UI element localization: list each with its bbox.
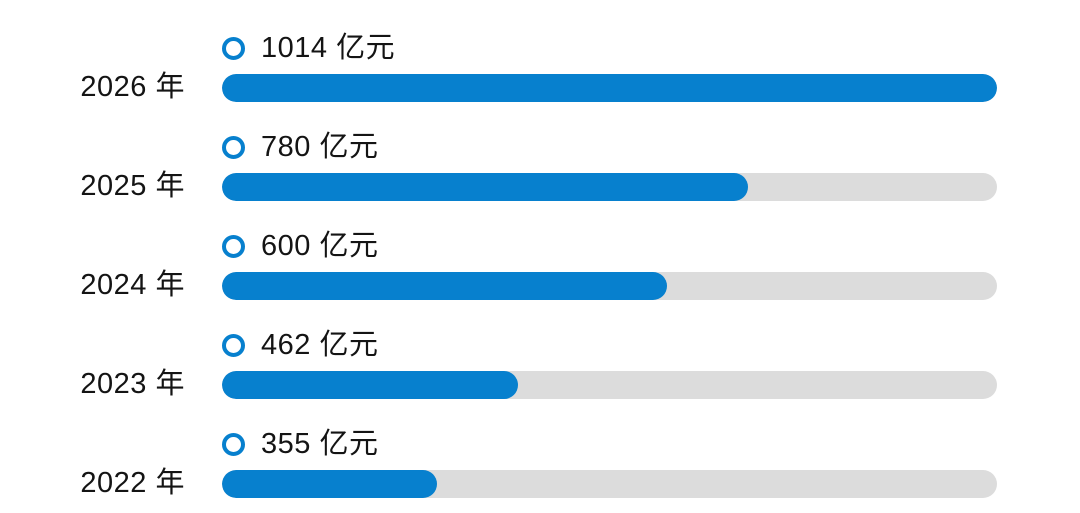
year-label: 2023 年 [80,368,185,400]
value-line: 1014 亿元 [222,34,395,63]
bar-track [222,173,997,201]
bar-area: 355 亿元 [222,430,997,498]
year-label: 2022 年 [80,467,185,499]
value-label: 780 亿元 [261,131,379,163]
bar-track [222,470,997,498]
bar-track [222,272,997,300]
bar-track [222,371,997,399]
bar-fill [222,470,437,498]
chart-row: 2024 年 600 亿元 [0,216,1080,315]
value-line: 600 亿元 [222,232,378,261]
bar-area: 600 亿元 [222,232,997,300]
chart-row: 2025 年 780 亿元 [0,117,1080,216]
ring-icon [222,136,245,159]
value-label: 600 亿元 [261,230,379,262]
bar-area: 462 亿元 [222,331,997,399]
ring-icon [222,37,245,60]
bar-area: 1014 亿元 [222,34,997,102]
value-label: 462 亿元 [261,329,379,361]
chart-row: 2022 年 355 亿元 [0,414,1080,513]
chart-row: 2026 年 1014 亿元 [0,18,1080,117]
ring-icon [222,433,245,456]
year-label: 2024 年 [80,269,185,301]
ring-icon [222,334,245,357]
ring-icon [222,235,245,258]
bar-fill [222,173,749,201]
value-line: 462 亿元 [222,331,378,360]
value-label: 1014 亿元 [261,32,396,64]
year-label: 2026 年 [80,71,185,103]
value-label: 355 亿元 [261,428,379,460]
bar-area: 780 亿元 [222,133,997,201]
bar-fill [222,272,667,300]
bar-fill [222,74,997,102]
chart-row: 2023 年 462 亿元 [0,315,1080,414]
value-line: 355 亿元 [222,430,378,459]
bar-track [222,74,997,102]
bar-fill [222,371,519,399]
value-line: 780 亿元 [222,133,378,162]
year-label: 2025 年 [80,170,185,202]
